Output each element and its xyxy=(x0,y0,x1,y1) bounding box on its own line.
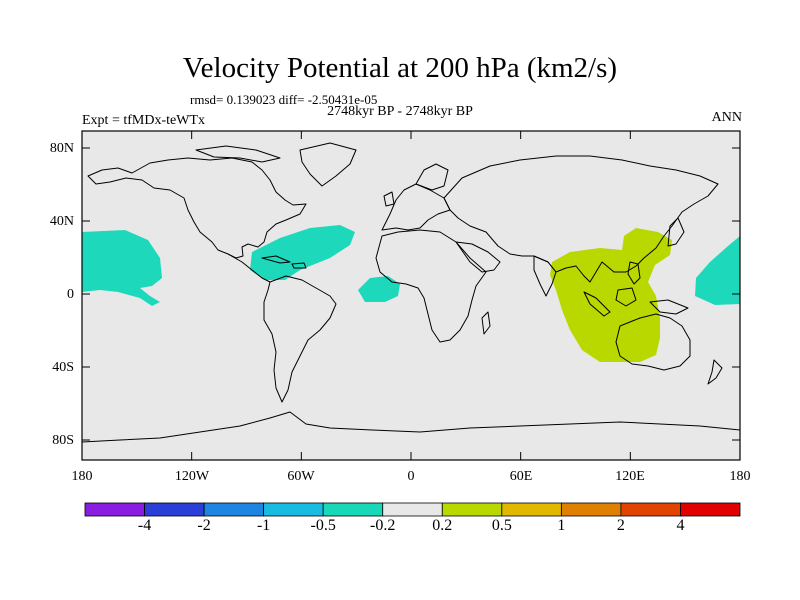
colorbar-segment xyxy=(501,502,562,517)
coastline-hispaniola xyxy=(291,262,307,269)
lon-label-180-west: 180 xyxy=(71,469,93,484)
coastline-new-zealand xyxy=(707,359,723,385)
colorbar-segment xyxy=(144,502,205,517)
coastline-africa xyxy=(375,229,487,343)
lon-label-120w: 120W xyxy=(174,469,210,484)
negative-anomaly-regions xyxy=(82,225,740,306)
colorbar-label: -2 xyxy=(197,517,211,534)
lon-label-60e: 60E xyxy=(509,469,533,484)
stats-text: rmsd= 0.139023 diff= -2.50431e-05 xyxy=(190,92,378,107)
colorbar-segment xyxy=(382,502,443,517)
colorbar-label: 4 xyxy=(676,517,685,534)
negative-region-gulf-of-guinea xyxy=(358,276,400,302)
lat-label-80n: 80N xyxy=(49,141,74,156)
colorbar-segment xyxy=(322,502,384,517)
colorbar-label: -0.2 xyxy=(370,517,396,534)
axis-ticks xyxy=(81,131,741,460)
coastline-japan xyxy=(667,217,685,247)
map-title: Velocity Potential at 200 hPa (km2/s) xyxy=(182,52,618,84)
period-label: 2748kyr BP - 2748kyr BP xyxy=(327,104,473,119)
lon-label-0: 0 xyxy=(407,469,415,484)
colorbar-segment xyxy=(441,502,503,517)
coastline-australia xyxy=(615,313,691,371)
colorbar-label: -0.5 xyxy=(310,517,336,534)
coastline-asia xyxy=(443,155,719,283)
positive-region-maritime-continent xyxy=(550,228,672,362)
lon-label-120e: 120E xyxy=(615,469,645,484)
positive-anomaly-regions xyxy=(550,228,672,362)
colorbar-segment xyxy=(263,502,324,517)
negative-region-central-pacific xyxy=(82,230,162,306)
coastline-new-guinea xyxy=(649,299,689,315)
lat-label-0: 0 xyxy=(67,287,74,302)
negative-region-west-pacific xyxy=(695,236,740,305)
coastline-arabia xyxy=(455,241,501,273)
coastline-arctic-islands xyxy=(195,145,281,163)
negative-region-caribbean-atlantic xyxy=(250,225,355,280)
lat-label-40n: 40N xyxy=(49,214,74,229)
lat-label-40s: 40S xyxy=(52,360,74,375)
coastline-sumatra xyxy=(583,291,611,317)
colorbar-label: 0.2 xyxy=(432,517,453,534)
coastlines xyxy=(81,142,741,443)
coastline-antarctica xyxy=(81,411,741,443)
colorbar-label: 1 xyxy=(557,517,566,534)
colorbar-label: 0.5 xyxy=(491,517,512,534)
season-label: ANN xyxy=(711,110,742,125)
colorbar-segment xyxy=(84,502,145,517)
coastline-india xyxy=(533,255,557,297)
colorbar-segment xyxy=(203,502,265,517)
coastline-greenland xyxy=(299,142,357,187)
lon-label-180-east: 180 xyxy=(729,469,751,484)
colorbar-label: -4 xyxy=(137,517,152,534)
coastline-british-isles xyxy=(383,191,395,207)
coastline-central-america xyxy=(227,253,271,283)
experiment-label: Expt = tfMDx-teWTx xyxy=(82,113,205,128)
colorbar-segment xyxy=(680,502,741,517)
lat-label-80s: 80S xyxy=(52,433,74,448)
lon-label-60w: 60W xyxy=(287,469,315,484)
colorbar-segment xyxy=(560,502,622,517)
coastline-north-america xyxy=(87,157,307,259)
coastline-borneo xyxy=(615,287,637,307)
coastline-philippines xyxy=(627,261,641,285)
colorbar-segment xyxy=(620,502,681,517)
coastline-cuba xyxy=(261,255,291,264)
coastline-scandinavia xyxy=(415,163,449,191)
coastline-south-america xyxy=(263,275,337,403)
coastline-madagascar xyxy=(481,311,491,335)
colorbar-label: 2 xyxy=(616,517,625,534)
colorbar xyxy=(84,502,741,517)
colorbar-label: -1 xyxy=(256,517,271,534)
